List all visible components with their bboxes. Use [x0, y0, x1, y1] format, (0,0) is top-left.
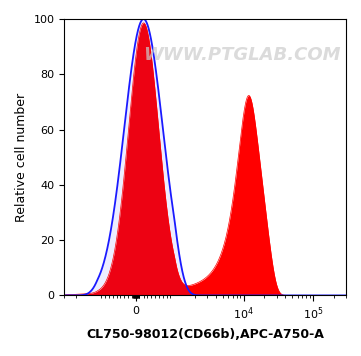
Y-axis label: Relative cell number: Relative cell number — [15, 93, 28, 222]
Text: WWW.PTGLAB.COM: WWW.PTGLAB.COM — [143, 46, 340, 64]
X-axis label: CL750-98012(CD66b),APC-A750-A: CL750-98012(CD66b),APC-A750-A — [86, 328, 324, 341]
